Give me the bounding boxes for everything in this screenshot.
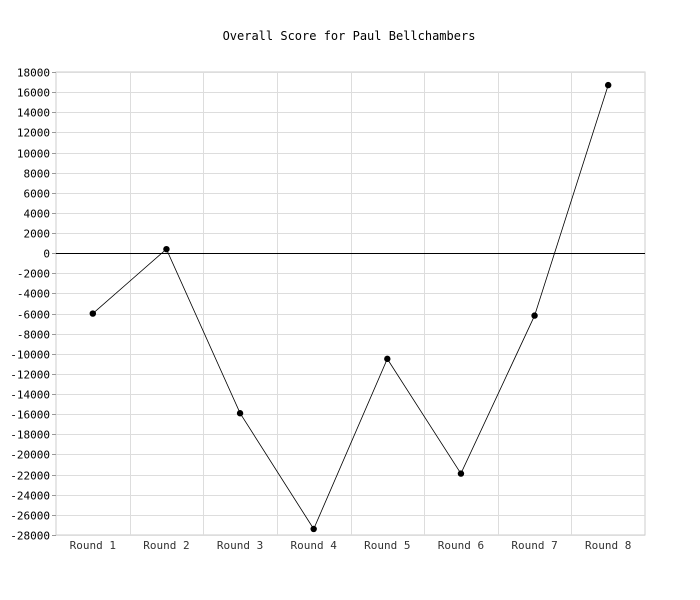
y-axis-ticks: -28000-26000-24000-22000-20000-18000-160… [10,67,56,543]
y-tick-label: -22000 [10,470,50,483]
y-tick-label: 8000 [24,168,51,181]
chart-title: Overall Score for Paul Bellchambers [223,29,476,43]
data-point [236,410,244,417]
y-tick-label: -20000 [10,449,50,462]
data-point [531,312,538,319]
y-tick-label: -28000 [10,530,50,543]
y-tick-label: -4000 [17,288,50,301]
series [89,81,612,533]
x-tick-label: Round 5 [364,539,410,552]
y-tick-label: 0 [43,248,50,261]
y-tick-label: 12000 [17,127,50,140]
grid [55,71,646,536]
y-tick-label: 4000 [24,208,51,221]
y-tick-label: 14000 [17,107,50,120]
y-tick-label: 16000 [17,87,50,100]
x-tick-label: Round 3 [217,539,263,552]
y-tick-label: -24000 [10,490,50,503]
data-point [89,310,97,317]
y-tick-label: 6000 [24,188,51,201]
x-tick-label: Round 1 [70,539,116,552]
series-line [92,84,609,530]
x-tick-label: Round 6 [438,539,484,552]
x-tick-label: Round 2 [143,539,189,552]
y-tick-label: -14000 [10,389,50,402]
y-tick-label: -18000 [10,429,50,442]
y-tick-label: 18000 [17,67,50,80]
y-tick-label: -16000 [10,409,50,422]
y-tick-label: -2000 [17,268,50,281]
y-tick-label: -8000 [17,329,50,342]
plot-area-border [55,71,646,536]
y-tick-label: -6000 [17,309,50,322]
data-point [457,470,465,477]
y-tick-label: -12000 [10,369,50,382]
x-tick-label: Round 7 [511,539,557,552]
data-point [604,81,612,89]
y-tick-label: 2000 [24,228,51,241]
x-tick-label: Round 8 [585,539,631,552]
data-point [310,525,317,533]
y-tick-label: 10000 [17,148,50,161]
y-tick-label: -10000 [10,349,50,362]
x-tick-label: Round 4 [291,539,338,552]
data-point [163,245,170,253]
data-point [384,355,391,363]
y-tick-label: -26000 [10,510,50,523]
x-axis-ticks: Round 1 Round 2 Round 3 Round 4 Round 5 Round… [70,539,632,552]
